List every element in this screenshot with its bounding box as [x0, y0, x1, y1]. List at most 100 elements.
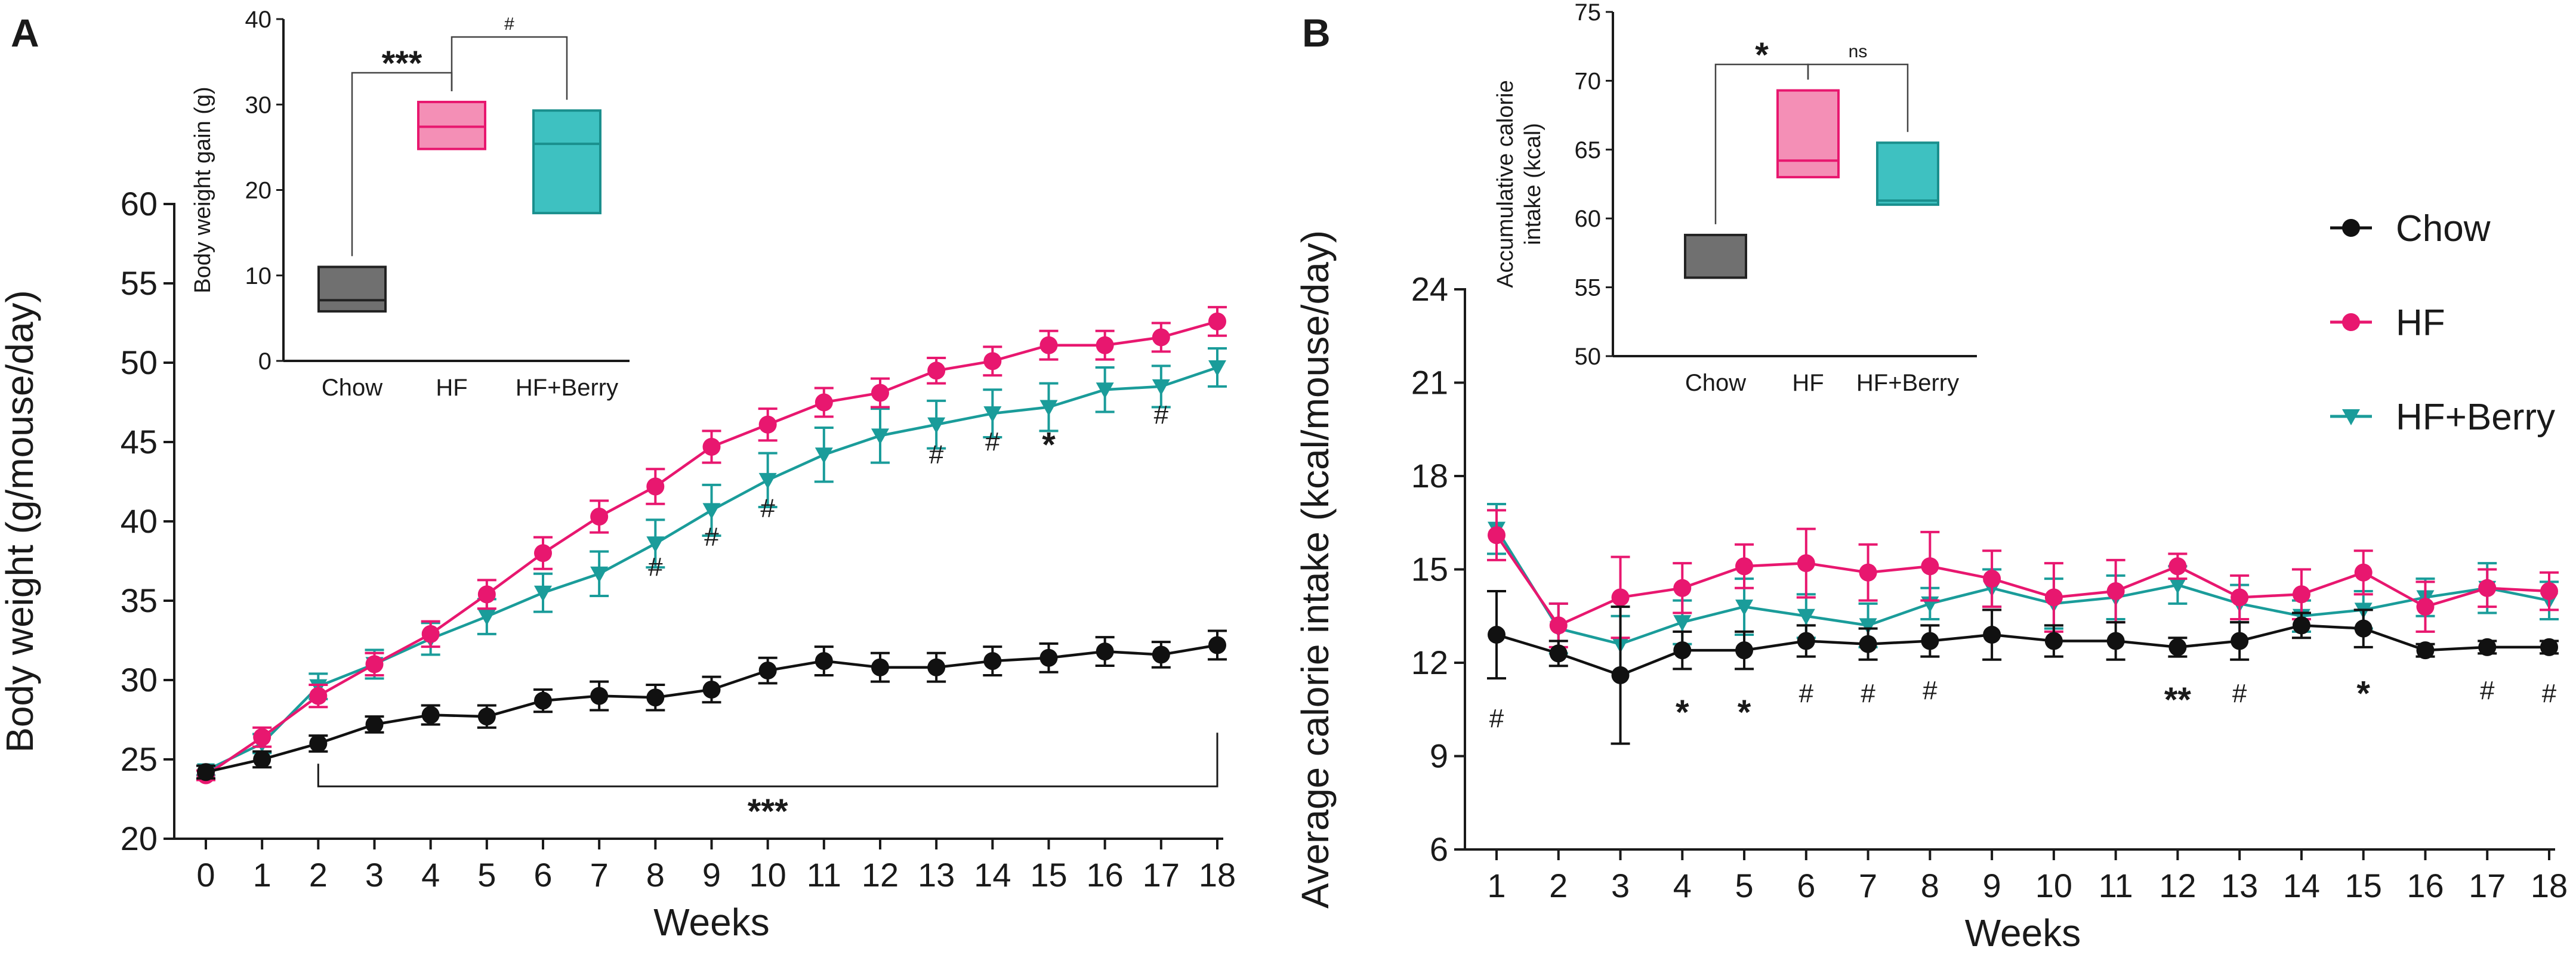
- x-tick-label: 15: [1030, 856, 1067, 894]
- data-point: [1096, 382, 1114, 399]
- panel-a-letter: A: [11, 11, 39, 55]
- data-point: [1549, 644, 1568, 663]
- data-point: [590, 687, 609, 705]
- x-tick-label: 1: [253, 856, 272, 894]
- significance-star: *: [1042, 426, 1056, 465]
- inset-y-tick-label: 10: [245, 263, 272, 289]
- data-point: [1096, 336, 1114, 354]
- significance-hash: #: [1861, 679, 1875, 708]
- significance-hash: #: [2480, 676, 2495, 705]
- x-tick-label: 5: [1735, 867, 1753, 904]
- inset-x-tick-label: HF+Berry: [516, 375, 618, 401]
- significance-hash: #: [1799, 679, 1814, 708]
- series-line: [1495, 534, 2550, 628]
- y-tick-label: 6: [1430, 830, 1448, 868]
- data-point: [1152, 328, 1170, 347]
- significance-star: *: [1676, 693, 1689, 732]
- data-point: [2168, 638, 2187, 656]
- y-tick-label: 50: [121, 344, 158, 381]
- x-tick-label: 7: [1859, 867, 1877, 904]
- x-tick-label: 2: [1549, 867, 1568, 904]
- significance-hash: #: [760, 494, 775, 523]
- significance-hash: #: [1489, 704, 1504, 733]
- significance-hash: #: [704, 523, 719, 552]
- y-axis-title: Body weight (g/mouse/day): [0, 290, 41, 753]
- significance-hash: #: [929, 440, 944, 469]
- data-point: [1921, 557, 1939, 576]
- data-point: [365, 655, 384, 673]
- data-point: [2354, 619, 2373, 638]
- y-tick-label: 45: [121, 423, 158, 461]
- data-point: [927, 658, 946, 676]
- x-tick-label: 16: [1087, 856, 1124, 894]
- data-point: [1921, 632, 1939, 650]
- y-tick-label: 55: [121, 264, 158, 302]
- significance-hash: #: [2232, 679, 2247, 708]
- data-point: [1673, 615, 1692, 632]
- data-point: [1488, 526, 1506, 545]
- inset-chart: 50 55 60 65 70 75 Accumulative calorie intake (…: [1493, 0, 1977, 396]
- data-point: [477, 585, 496, 604]
- y-tick-label: 40: [121, 502, 158, 540]
- inset-comparison-bracket: [451, 36, 568, 100]
- data-point: [2231, 588, 2249, 607]
- data-point: [365, 715, 384, 734]
- data-point: [2044, 588, 2063, 607]
- x-tick-label: 14: [974, 856, 1011, 894]
- y-tick-label: 21: [1411, 364, 1448, 401]
- data-point: [2478, 579, 2497, 597]
- data-point: [927, 417, 946, 434]
- data-point: [1859, 618, 1877, 635]
- x-tick-label: 0: [196, 856, 215, 894]
- inset-y-tick-label: 60: [1575, 206, 1602, 232]
- inset-y-tick-label: 30: [245, 92, 272, 118]
- x-tick-label: 18: [2531, 867, 2568, 904]
- data-point: [1735, 600, 1754, 616]
- data-point: [1983, 626, 2001, 644]
- inset-x-tick-label: Chow: [322, 375, 382, 401]
- data-point: [421, 706, 440, 724]
- series-line: [205, 366, 1218, 772]
- data-point: [477, 609, 496, 626]
- data-point: [1039, 336, 1058, 354]
- legend-marker: [2342, 219, 2360, 237]
- significance-hash: #: [648, 552, 663, 582]
- significance-star: *: [1738, 693, 1751, 732]
- data-point: [815, 447, 833, 464]
- panel-b-letter: B: [1302, 11, 1331, 55]
- data-point: [2292, 616, 2310, 635]
- x-tick-label: 11: [807, 856, 841, 894]
- inset-x-tick-label: HF: [436, 375, 467, 401]
- inset-y-axis-title: Body weight gain (g): [190, 86, 215, 293]
- data-point: [702, 503, 721, 520]
- x-tick-label: 1: [1487, 867, 1506, 904]
- data-point: [2168, 557, 2187, 576]
- significance-hash: #: [985, 427, 1000, 456]
- data-point: [309, 687, 328, 705]
- data-point: [815, 393, 833, 412]
- x-tick-label: 9: [702, 856, 721, 894]
- data-point: [1611, 588, 1630, 607]
- x-tick-label: 9: [1983, 867, 2001, 904]
- x-tick-label: 5: [477, 856, 496, 894]
- data-point: [1673, 641, 1692, 660]
- series-line: [205, 644, 1218, 774]
- data-point: [197, 763, 215, 781]
- series-line: [1495, 528, 2550, 646]
- data-point: [2478, 638, 2497, 656]
- y-tick-label: 35: [121, 582, 158, 619]
- box-hf-berry: [1876, 141, 1939, 206]
- x-tick-label: 10: [749, 856, 786, 894]
- inset-x-tick-label: HF: [1792, 370, 1824, 396]
- inset-y-tick-label: 50: [1575, 344, 1602, 370]
- y-axis-title: Average calorie intake (kcal/mouse/day): [1294, 230, 1337, 909]
- x-tick-label: 8: [646, 856, 665, 894]
- legend-label-hf: HF: [2396, 302, 2445, 344]
- series-hf-berry: [196, 347, 1227, 780]
- data-point: [871, 658, 889, 676]
- legend-label-chow: Chow: [2396, 208, 2491, 249]
- inset-y-tick-label: 0: [258, 348, 272, 375]
- box-hf: [1776, 89, 1840, 178]
- data-point: [590, 508, 609, 526]
